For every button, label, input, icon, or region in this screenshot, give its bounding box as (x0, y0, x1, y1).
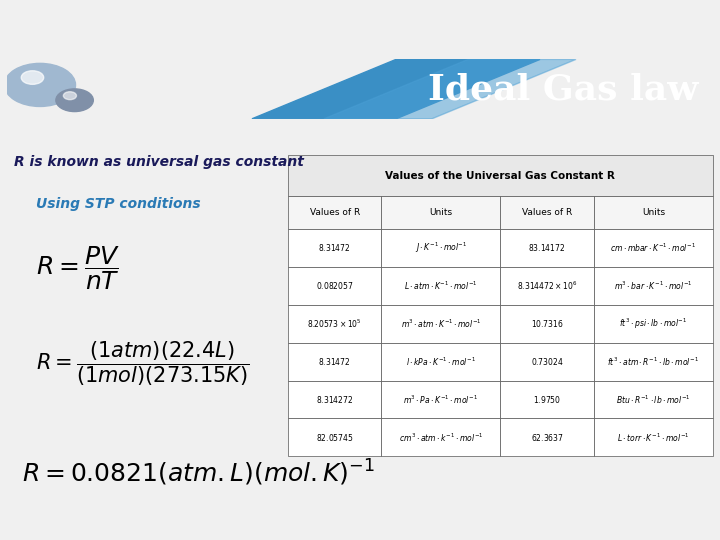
Text: $0.73024$: $0.73024$ (531, 356, 563, 367)
Text: $8.20573 \times 10^{5}$: $8.20573 \times 10^{5}$ (307, 318, 362, 330)
Text: $m^{3}\cdot atm\cdot K^{-1}\cdot mol^{-1}$: $m^{3}\cdot atm\cdot K^{-1}\cdot mol^{-1… (400, 318, 482, 330)
FancyBboxPatch shape (594, 267, 713, 305)
Text: $10.7316$: $10.7316$ (531, 318, 563, 329)
FancyBboxPatch shape (500, 381, 594, 418)
FancyBboxPatch shape (500, 418, 594, 456)
Text: $R = 0.0821(atm.L)(mol.K)^{-1}$: $R = 0.0821(atm.L)(mol.K)^{-1}$ (22, 458, 374, 488)
Text: $83.14172$: $83.14172$ (528, 242, 566, 253)
Text: $8.314272$: $8.314272$ (316, 394, 354, 405)
Text: $R = \dfrac{(1atm)(22.4L)}{(1mol)(273.15K)}$: $R = \dfrac{(1atm)(22.4L)}{(1mol)(273.15… (36, 340, 250, 388)
Text: $62.3637$: $62.3637$ (531, 432, 564, 443)
Text: $cm\cdot mbar\cdot K^{-1}\cdot mol^{-1}$: $cm\cdot mbar\cdot K^{-1}\cdot mol^{-1}$ (611, 242, 696, 254)
Text: $ft^{3}\cdot atm\cdot R^{-1}\cdot lb\cdot mol^{-1}$: $ft^{3}\cdot atm\cdot R^{-1}\cdot lb\cdo… (608, 355, 699, 368)
FancyBboxPatch shape (500, 229, 594, 267)
Text: $R = \dfrac{PV}{nT}$: $R = \dfrac{PV}{nT}$ (36, 244, 120, 292)
Text: $1.9750$: $1.9750$ (533, 394, 561, 405)
Text: Ideal Gas law: Ideal Gas law (428, 72, 698, 106)
Text: $J\cdot K^{-1}\cdot mol^{-1}$: $J\cdot K^{-1}\cdot mol^{-1}$ (415, 241, 467, 255)
Text: Values of R: Values of R (310, 208, 360, 217)
Text: $m^{3}\cdot bar\cdot K^{-1}\cdot mol^{-1}$: $m^{3}\cdot bar\cdot K^{-1}\cdot mol^{-1… (614, 280, 693, 292)
FancyBboxPatch shape (500, 342, 594, 381)
FancyBboxPatch shape (288, 267, 382, 305)
Circle shape (22, 71, 44, 84)
Text: $8.31472$: $8.31472$ (318, 242, 351, 253)
Text: $L\cdot atm\cdot K^{-1}\cdot mol^{-1}$: $L\cdot atm\cdot K^{-1}\cdot mol^{-1}$ (404, 280, 477, 292)
FancyBboxPatch shape (288, 342, 382, 381)
FancyBboxPatch shape (594, 342, 713, 381)
FancyBboxPatch shape (382, 418, 500, 456)
Text: $82.05745$: $82.05745$ (316, 432, 354, 443)
Text: $l\cdot kPa\cdot K^{-1}\cdot mol^{-1}$: $l\cdot kPa\cdot K^{-1}\cdot mol^{-1}$ (406, 355, 476, 368)
FancyBboxPatch shape (382, 342, 500, 381)
FancyBboxPatch shape (594, 197, 713, 229)
FancyBboxPatch shape (288, 197, 382, 229)
Text: Using STP conditions: Using STP conditions (36, 197, 201, 211)
FancyBboxPatch shape (500, 267, 594, 305)
FancyBboxPatch shape (288, 418, 382, 456)
FancyBboxPatch shape (382, 197, 500, 229)
Text: Units: Units (429, 208, 452, 217)
FancyBboxPatch shape (594, 418, 713, 456)
Text: Units: Units (642, 208, 665, 217)
Text: $Btu\cdot R^{-1}\cdot lb\cdot mol^{-1}$: $Btu\cdot R^{-1}\cdot lb\cdot mol^{-1}$ (616, 393, 690, 406)
Circle shape (63, 92, 76, 100)
Text: $8.314472 \times 10^{6}$: $8.314472 \times 10^{6}$ (517, 280, 577, 292)
FancyBboxPatch shape (500, 197, 594, 229)
Text: Values of the Universal Gas Constant R: Values of the Universal Gas Constant R (385, 171, 616, 181)
FancyBboxPatch shape (288, 381, 382, 418)
FancyBboxPatch shape (594, 305, 713, 342)
FancyBboxPatch shape (500, 305, 594, 342)
Text: $L\cdot torr\cdot K^{-1}\cdot mol^{-1}$: $L\cdot torr\cdot K^{-1}\cdot mol^{-1}$ (617, 431, 690, 443)
Text: $8.31472$: $8.31472$ (318, 356, 351, 367)
Text: $ft^{3}\cdot psi\cdot lb\cdot mol^{-1}$: $ft^{3}\cdot psi\cdot lb\cdot mol^{-1}$ (619, 316, 688, 331)
Circle shape (56, 89, 94, 112)
FancyBboxPatch shape (382, 267, 500, 305)
FancyBboxPatch shape (382, 305, 500, 342)
FancyBboxPatch shape (288, 305, 382, 342)
FancyBboxPatch shape (382, 381, 500, 418)
FancyBboxPatch shape (288, 229, 382, 267)
FancyBboxPatch shape (382, 229, 500, 267)
Text: $0.082057$: $0.082057$ (316, 280, 354, 291)
FancyBboxPatch shape (594, 381, 713, 418)
Text: Values of R: Values of R (522, 208, 572, 217)
Polygon shape (252, 59, 540, 119)
Text: $cm^{3}\cdot atm\cdot k^{-1}\cdot mol^{-1}$: $cm^{3}\cdot atm\cdot k^{-1}\cdot mol^{-… (399, 431, 483, 443)
FancyBboxPatch shape (288, 155, 713, 197)
Text: R is known as universal gas constant: R is known as universal gas constant (14, 155, 305, 169)
FancyBboxPatch shape (594, 229, 713, 267)
Text: $m^{3}\cdot Pa\cdot K^{-1}\cdot mol^{-1}$: $m^{3}\cdot Pa\cdot K^{-1}\cdot mol^{-1}… (403, 393, 478, 406)
Polygon shape (324, 59, 576, 119)
Circle shape (4, 63, 76, 106)
